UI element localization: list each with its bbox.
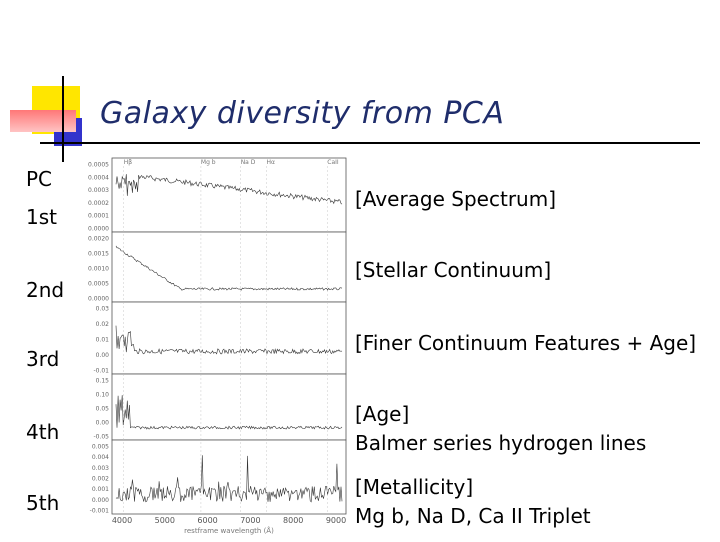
panel-1st-frame xyxy=(111,157,347,233)
desc-3rd-line1: [Finer Continuum Features + Age] xyxy=(355,331,697,355)
panel-3rd-ytick-label: 0.03 xyxy=(96,306,110,313)
x-tick-label: 8000 xyxy=(283,516,303,525)
x-tick-label: 9000 xyxy=(326,516,346,525)
line-annotation: CaII xyxy=(327,159,339,166)
panel-4th-ytick-label: 0.05 xyxy=(96,406,110,413)
panel-2nd-ytick-label: 0.0005 xyxy=(88,281,109,288)
desc-4th: [Age] Balmer series hydrogen lines xyxy=(355,400,646,458)
desc-4th-line1: [Age] xyxy=(355,402,410,426)
panel-4th-frame xyxy=(111,373,347,441)
x-tick-label: 7000 xyxy=(240,516,260,525)
desc-5th-line1: [Metallicity] xyxy=(355,475,474,499)
panel-4th-ytick-label: 0.10 xyxy=(96,392,110,399)
panel-5th-ytick-label: -0.001 xyxy=(90,508,110,515)
panel-1st-spectrum-line xyxy=(115,174,343,205)
panel-2nd-spectrum-line xyxy=(115,245,343,291)
desc-2nd: [Stellar Continuum] xyxy=(355,256,551,285)
panel-5th-ytick-label: 0.000 xyxy=(92,497,109,504)
pc-header: PC xyxy=(26,167,53,191)
panel-5th-spectrum-line xyxy=(115,455,343,503)
panel-3rd-ytick-label: 0.00 xyxy=(96,352,110,359)
panel-1st-ytick-label: 0.0001 xyxy=(88,213,109,220)
desc-2nd-line1: [Stellar Continuum] xyxy=(355,258,552,282)
desc-5th: [Metallicity] Mg b, Na D, Ca II Triplet xyxy=(355,473,591,531)
panel-1st-ytick-label: 0.0000 xyxy=(88,226,109,233)
panel-3rd-frame xyxy=(111,301,347,375)
panel-4th-ytick-label: 0.15 xyxy=(96,378,110,385)
pca-spectra-figure: 0.0005 0.0004 0.0003 0.0002 0.0001 0.0000 0.00… xyxy=(88,157,347,535)
panel-3rd-spectrum-line xyxy=(115,325,343,355)
panel-5th-ytick-label: 0.002 xyxy=(92,476,109,483)
panel-5th-ytick-label: 0.001 xyxy=(92,486,109,493)
panel-2nd-ytick-label: 0.0000 xyxy=(88,296,109,303)
panel-1st-ytick-label: 0.0003 xyxy=(88,187,109,194)
panel-3rd-ytick-label: 0.01 xyxy=(96,337,110,344)
panel-1st-ytick-label: 0.0005 xyxy=(88,162,109,169)
panel-5th-ytick-label: 0.005 xyxy=(92,444,109,451)
deco-pink-bar xyxy=(10,110,76,132)
pc-label-5th: 5th xyxy=(26,491,60,515)
desc-3rd: [Finer Continuum Features + Age] xyxy=(355,329,696,358)
pc-label-2nd: 2nd xyxy=(26,278,65,302)
x-axis-label: restframe wavelength (Å) xyxy=(184,526,274,535)
panel-4th-spectrum-line xyxy=(115,395,343,430)
line-annotation: Mg b xyxy=(201,159,216,166)
slide-title: Galaxy diversity from PCA xyxy=(100,96,505,131)
title-rule xyxy=(40,142,700,144)
panel-4th-ytick-label: 0.00 xyxy=(96,420,110,427)
panel-1st-ytick-label: 0.0002 xyxy=(88,200,109,207)
desc-4th-line2: Balmer series hydrogen lines xyxy=(355,431,647,455)
x-tick-label: 5000 xyxy=(155,516,175,525)
desc-1st-line1: [Average Spectrum] xyxy=(355,187,557,211)
panel-3rd-ytick-label: 0.02 xyxy=(96,321,110,328)
x-tick-label: 4000 xyxy=(112,516,132,525)
panel-5th-ytick-label: 0.004 xyxy=(92,454,109,461)
pc-label-4th: 4th xyxy=(26,420,60,444)
pc-label-3rd: 3rd xyxy=(26,347,60,371)
panel-2nd-ytick-label: 0.0010 xyxy=(88,266,109,273)
line-annotation: Hβ xyxy=(124,159,133,166)
panel-5th-frame xyxy=(111,439,347,515)
panel-3rd-ytick-label: -0.01 xyxy=(93,368,109,375)
deco-vertical-line xyxy=(62,76,64,162)
desc-5th-line2: Mg b, Na D, Ca II Triplet xyxy=(355,504,591,528)
x-tick-label: 6000 xyxy=(197,516,217,525)
panel-2nd-ytick-label: 0.0020 xyxy=(88,236,109,243)
line-annotation: Na D xyxy=(241,159,256,166)
panel-4th-ytick-label: -0.05 xyxy=(93,434,109,441)
panel-5th-ytick-label: 0.003 xyxy=(92,465,109,472)
desc-1st: [Average Spectrum] xyxy=(355,185,556,214)
line-annotation: Hα xyxy=(266,159,275,166)
pc-label-1st: 1st xyxy=(26,205,57,229)
panel-1st-ytick-label: 0.0004 xyxy=(88,174,109,181)
panel-2nd-ytick-label: 0.0015 xyxy=(88,251,109,258)
